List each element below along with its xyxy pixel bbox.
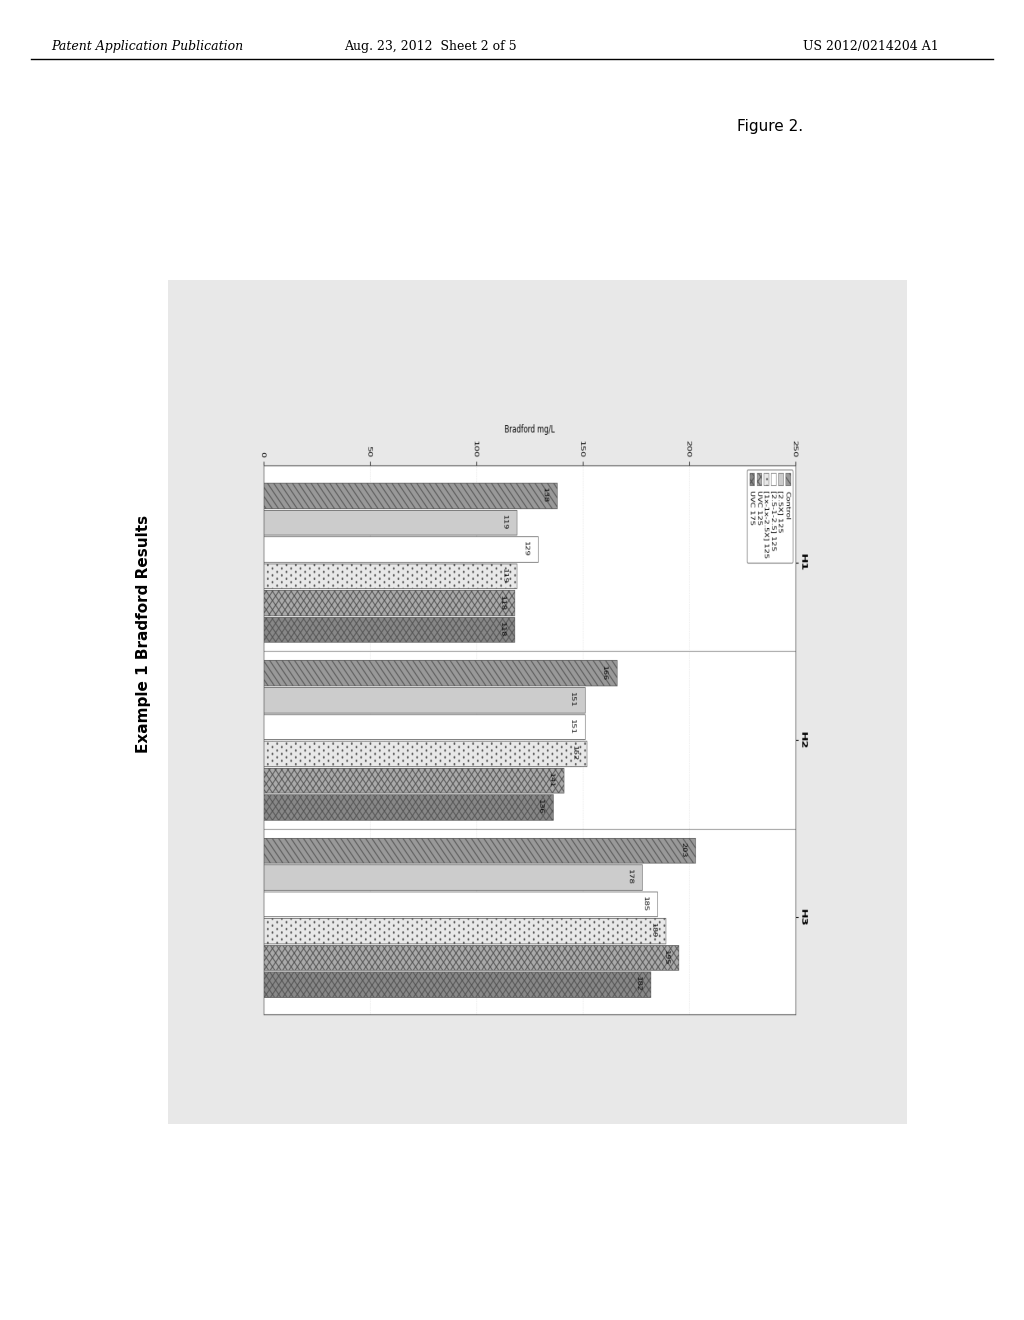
Text: Aug. 23, 2012  Sheet 2 of 5: Aug. 23, 2012 Sheet 2 of 5 (344, 40, 516, 53)
Text: US 2012/0214204 A1: US 2012/0214204 A1 (803, 40, 938, 53)
Text: Figure 2.: Figure 2. (737, 119, 804, 133)
Text: Example 1 Bradford Results: Example 1 Bradford Results (136, 515, 151, 752)
Text: Patent Application Publication: Patent Application Publication (51, 40, 244, 53)
